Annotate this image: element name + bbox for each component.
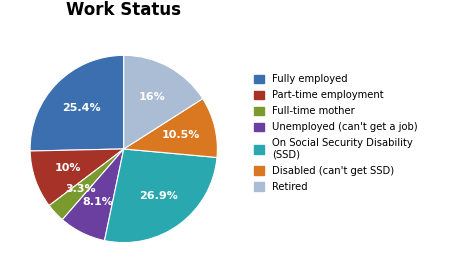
Title: Work Status: Work Status (66, 1, 181, 19)
Text: 16%: 16% (139, 92, 166, 102)
Legend: Fully employed, Part-time employment, Full-time mother, Unemployed (can't get a : Fully employed, Part-time employment, Fu… (254, 74, 418, 192)
Text: 26.9%: 26.9% (140, 192, 178, 201)
Wedge shape (30, 55, 124, 151)
Wedge shape (63, 149, 124, 240)
Text: 25.4%: 25.4% (62, 103, 101, 113)
Text: 8.1%: 8.1% (82, 197, 113, 207)
Text: 10%: 10% (55, 163, 81, 173)
Wedge shape (124, 55, 202, 149)
Wedge shape (104, 149, 217, 243)
Wedge shape (49, 149, 124, 220)
Wedge shape (124, 99, 217, 157)
Text: 10.5%: 10.5% (162, 130, 200, 140)
Text: 3.3%: 3.3% (65, 184, 96, 194)
Wedge shape (30, 149, 124, 206)
